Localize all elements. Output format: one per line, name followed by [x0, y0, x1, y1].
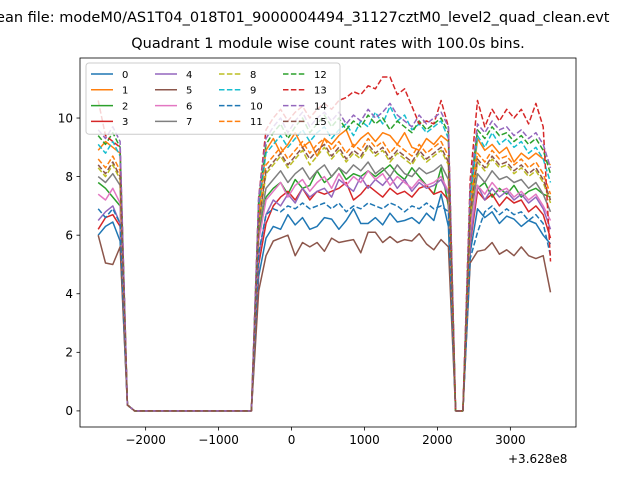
x-tick-label: 2000	[422, 433, 453, 447]
legend-label-10: 10	[250, 101, 263, 112]
legend-label-14: 14	[314, 101, 327, 112]
legend-label-11: 11	[250, 117, 263, 128]
series-line-9	[97, 105, 552, 412]
series-lines	[97, 76, 552, 412]
legend-label-0: 0	[122, 70, 128, 81]
series-line-7	[97, 161, 552, 412]
y-tick-label: 2	[65, 346, 73, 360]
x-tick-label: −1000	[198, 433, 239, 447]
x-tick-label: 0	[288, 433, 296, 447]
legend-label-13: 13	[314, 86, 327, 97]
legend-label-9: 9	[250, 86, 256, 97]
figure-suptitle: lean file: modeM0/AS1T04_018T01_90000044…	[0, 10, 640, 30]
suptitle-text: lean file: modeM0/AS1T04_018T01_90000044…	[0, 10, 610, 26]
legend-label-1: 1	[122, 86, 128, 97]
series-line-15	[97, 143, 552, 412]
legend-label-8: 8	[250, 70, 256, 81]
legend-label-12: 12	[314, 70, 327, 81]
x-tick-label: 1000	[349, 433, 380, 447]
legend-box	[85, 62, 341, 135]
y-tick-label: 8	[65, 170, 73, 184]
series-line-3	[97, 181, 552, 412]
series-line-11	[97, 137, 552, 412]
x-tick-label: 3000	[495, 433, 526, 447]
legend-label-15: 15	[314, 117, 327, 128]
series-line-5	[97, 231, 552, 412]
legend-label-6: 6	[186, 101, 192, 112]
plot-frame	[79, 57, 577, 428]
series-line-13	[97, 76, 552, 412]
series-line-6	[97, 170, 552, 412]
legend-label-7: 7	[186, 117, 192, 128]
legend-label-5: 5	[186, 86, 192, 97]
series-line-0	[97, 193, 552, 412]
y-tick-label: 6	[65, 228, 73, 242]
series-line-10	[97, 202, 552, 412]
series-line-2	[97, 164, 551, 412]
series-line-4	[97, 175, 552, 412]
chart-title: Quadrant 1 module wise count rates with …	[131, 36, 525, 52]
legend-label-4: 4	[186, 70, 192, 81]
legend-label-2: 2	[122, 101, 128, 112]
x-offset-label: +3.628e8	[508, 452, 568, 466]
series-line-1	[97, 129, 551, 412]
y-tick-label: 0	[65, 404, 73, 418]
legend-label-3: 3	[122, 117, 128, 128]
series-line-14	[97, 102, 552, 412]
y-tick-label: 10	[58, 111, 73, 125]
series-line-8	[97, 146, 552, 412]
y-tick-label: 4	[65, 287, 73, 301]
x-tick-label: −2000	[125, 433, 166, 447]
